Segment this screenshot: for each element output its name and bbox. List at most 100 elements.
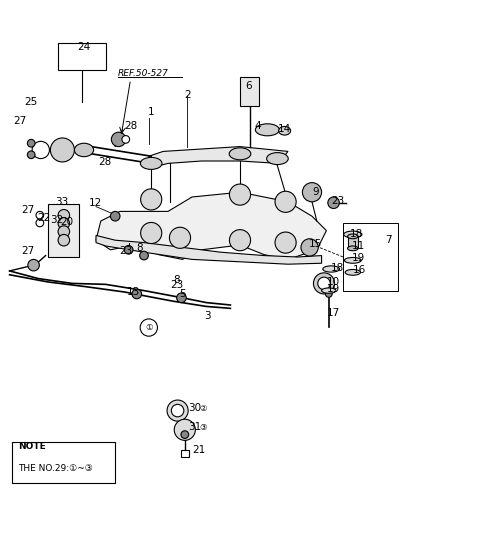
Text: ①: ① [145, 323, 153, 332]
Circle shape [141, 189, 162, 210]
Text: 4: 4 [255, 122, 262, 131]
Text: ③: ③ [200, 423, 207, 432]
Text: 1: 1 [148, 107, 155, 117]
Text: 6: 6 [245, 81, 252, 90]
Text: 15: 15 [309, 239, 323, 249]
Ellipse shape [74, 143, 94, 157]
Circle shape [110, 211, 120, 221]
Text: 22: 22 [37, 213, 51, 223]
Text: 24: 24 [77, 43, 91, 52]
Circle shape [325, 291, 332, 298]
Circle shape [27, 151, 35, 159]
Circle shape [27, 139, 35, 147]
Circle shape [181, 431, 189, 438]
Text: 7: 7 [385, 235, 392, 245]
Circle shape [301, 239, 318, 256]
Polygon shape [96, 236, 322, 264]
Text: 33: 33 [55, 197, 68, 207]
Ellipse shape [348, 234, 358, 239]
Circle shape [318, 277, 330, 289]
Text: THE NO.29:①~③: THE NO.29:①~③ [18, 464, 93, 473]
Ellipse shape [140, 158, 162, 169]
Text: 13: 13 [126, 287, 140, 297]
Bar [348, 236, 358, 249]
Circle shape [169, 227, 191, 249]
Circle shape [171, 405, 184, 417]
Text: ②: ② [200, 404, 207, 413]
Circle shape [28, 259, 39, 271]
Ellipse shape [345, 258, 361, 263]
Circle shape [177, 293, 186, 302]
Text: 14: 14 [278, 124, 291, 134]
Ellipse shape [278, 126, 290, 135]
Text: 11: 11 [352, 241, 365, 251]
Text: 28: 28 [98, 158, 111, 167]
Circle shape [140, 319, 157, 336]
Text: 27: 27 [13, 116, 27, 126]
Ellipse shape [348, 246, 358, 251]
Text: 27: 27 [21, 246, 35, 256]
Text: 31: 31 [188, 422, 202, 433]
Circle shape [229, 184, 251, 205]
Circle shape [174, 419, 195, 441]
Circle shape [58, 218, 70, 229]
Text: 18: 18 [349, 229, 363, 239]
Circle shape [328, 197, 339, 209]
Circle shape [124, 245, 133, 254]
Polygon shape [96, 192, 326, 259]
Circle shape [140, 251, 148, 260]
Circle shape [275, 232, 296, 253]
Circle shape [36, 219, 44, 226]
Text: 19: 19 [352, 253, 365, 264]
Circle shape [36, 211, 44, 219]
Text: 17: 17 [327, 308, 340, 318]
Text: 23: 23 [120, 246, 133, 256]
Text: 19: 19 [327, 284, 340, 294]
Polygon shape [149, 146, 288, 168]
Circle shape [229, 230, 251, 251]
Ellipse shape [267, 153, 288, 165]
Circle shape [141, 222, 162, 244]
Text: 32: 32 [50, 215, 63, 225]
Text: 3: 3 [204, 310, 211, 321]
Text: 8: 8 [136, 243, 143, 253]
Text: 9: 9 [312, 187, 319, 197]
Circle shape [132, 289, 142, 299]
Text: 2: 2 [184, 90, 191, 100]
Text: 20: 20 [60, 217, 74, 228]
Circle shape [167, 400, 188, 421]
Text: 21: 21 [192, 445, 205, 456]
Circle shape [302, 182, 322, 202]
Circle shape [313, 273, 335, 294]
Text: 27: 27 [21, 206, 35, 215]
Ellipse shape [229, 148, 251, 160]
Bar [12, 442, 115, 483]
Text: 8: 8 [173, 274, 180, 285]
Ellipse shape [323, 266, 339, 272]
Circle shape [58, 209, 70, 221]
Bar [58, 44, 106, 70]
Bar [181, 450, 189, 457]
Text: NOTE: NOTE [18, 442, 46, 451]
Text: 23: 23 [170, 280, 183, 290]
Circle shape [50, 138, 74, 162]
Text: 25: 25 [24, 97, 38, 107]
Ellipse shape [345, 270, 360, 275]
Text: 10: 10 [327, 277, 340, 287]
Bar [343, 223, 398, 291]
Circle shape [275, 191, 296, 213]
Text: 12: 12 [88, 198, 102, 208]
Text: 18: 18 [330, 263, 344, 273]
Circle shape [58, 226, 70, 237]
Ellipse shape [322, 288, 336, 293]
Circle shape [111, 132, 126, 146]
Circle shape [58, 235, 70, 246]
Text: 5: 5 [179, 289, 186, 300]
Text: REF.50-527: REF.50-527 [118, 69, 168, 78]
Ellipse shape [255, 124, 279, 136]
Text: 16: 16 [352, 265, 366, 275]
Bar [48, 204, 79, 257]
Circle shape [32, 141, 49, 159]
Bar [240, 77, 259, 106]
Text: 30: 30 [188, 403, 201, 413]
